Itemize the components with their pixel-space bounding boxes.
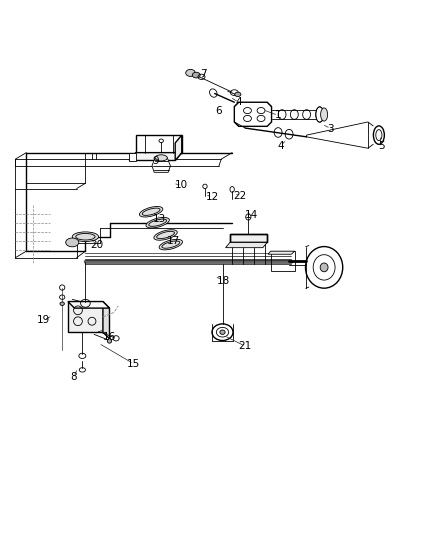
Ellipse shape: [139, 206, 163, 217]
Text: 15: 15: [127, 359, 140, 369]
Polygon shape: [175, 135, 182, 160]
Ellipse shape: [220, 330, 225, 334]
Text: 5: 5: [378, 141, 385, 151]
Text: 20: 20: [90, 240, 103, 251]
Text: 22: 22: [233, 191, 247, 201]
Polygon shape: [152, 158, 170, 172]
Polygon shape: [136, 135, 182, 152]
Text: 6: 6: [215, 106, 223, 116]
Polygon shape: [129, 152, 136, 160]
Bar: [230, 233, 267, 243]
Ellipse shape: [321, 108, 328, 121]
Text: 8: 8: [70, 372, 77, 382]
Polygon shape: [234, 102, 272, 126]
Text: 7: 7: [200, 69, 207, 79]
Text: 9: 9: [152, 156, 159, 166]
Polygon shape: [68, 302, 103, 332]
Text: 14: 14: [245, 210, 258, 220]
Text: 12: 12: [206, 192, 219, 203]
Ellipse shape: [159, 239, 183, 250]
Ellipse shape: [186, 69, 195, 76]
Ellipse shape: [60, 302, 64, 305]
Text: 4: 4: [277, 141, 284, 151]
Ellipse shape: [192, 72, 200, 78]
Ellipse shape: [155, 155, 167, 161]
Text: 3: 3: [327, 124, 334, 134]
Polygon shape: [226, 243, 267, 248]
Ellipse shape: [66, 238, 79, 247]
Text: 21: 21: [239, 341, 252, 351]
Polygon shape: [129, 152, 182, 160]
Ellipse shape: [154, 230, 177, 240]
Ellipse shape: [107, 339, 112, 343]
Polygon shape: [103, 302, 110, 339]
Text: 4: 4: [235, 97, 242, 107]
Text: 19: 19: [37, 315, 50, 325]
Polygon shape: [268, 251, 295, 254]
Text: 16: 16: [103, 332, 116, 342]
Text: 1: 1: [275, 110, 282, 120]
Text: 13: 13: [153, 214, 166, 224]
Bar: [230, 233, 267, 243]
Ellipse shape: [146, 217, 170, 228]
Text: 10: 10: [175, 181, 188, 190]
Text: 17: 17: [166, 236, 180, 246]
Ellipse shape: [320, 263, 328, 272]
Ellipse shape: [235, 92, 241, 96]
Ellipse shape: [72, 232, 99, 241]
Bar: [271, 251, 295, 271]
Text: 18: 18: [217, 276, 230, 286]
Polygon shape: [68, 302, 110, 308]
